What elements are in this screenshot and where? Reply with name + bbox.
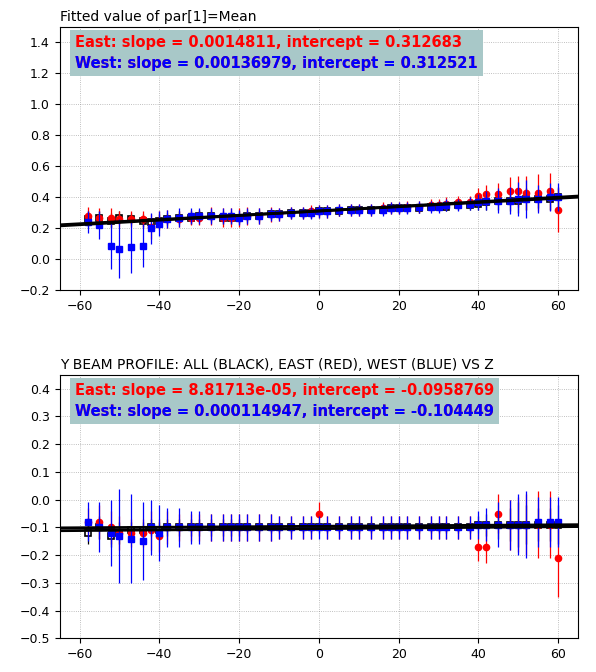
Text: East: slope = 0.0014811, intercept = 0.312683
West: slope = 0.00136979, intercep: East: slope = 0.0014811, intercept = 0.3… — [75, 35, 478, 71]
Text: East: slope = 8.81713e-05, intercept = -0.0958769
West: slope = 0.000114947, int: East: slope = 8.81713e-05, intercept = -… — [75, 383, 494, 419]
Text: West: slope = 0.000114947, intercept = -0.104449: West: slope = 0.000114947, intercept = -… — [75, 383, 494, 419]
Text: Y BEAM PROFILE: ALL (BLACK), EAST (RED), WEST (BLUE) VS Z: Y BEAM PROFILE: ALL (BLACK), EAST (RED),… — [60, 358, 493, 372]
Text: Fitted value of par[1]=Mean: Fitted value of par[1]=Mean — [60, 10, 256, 24]
Text: West: slope = 0.00136979, intercept = 0.312521: West: slope = 0.00136979, intercept = 0.… — [75, 35, 478, 71]
